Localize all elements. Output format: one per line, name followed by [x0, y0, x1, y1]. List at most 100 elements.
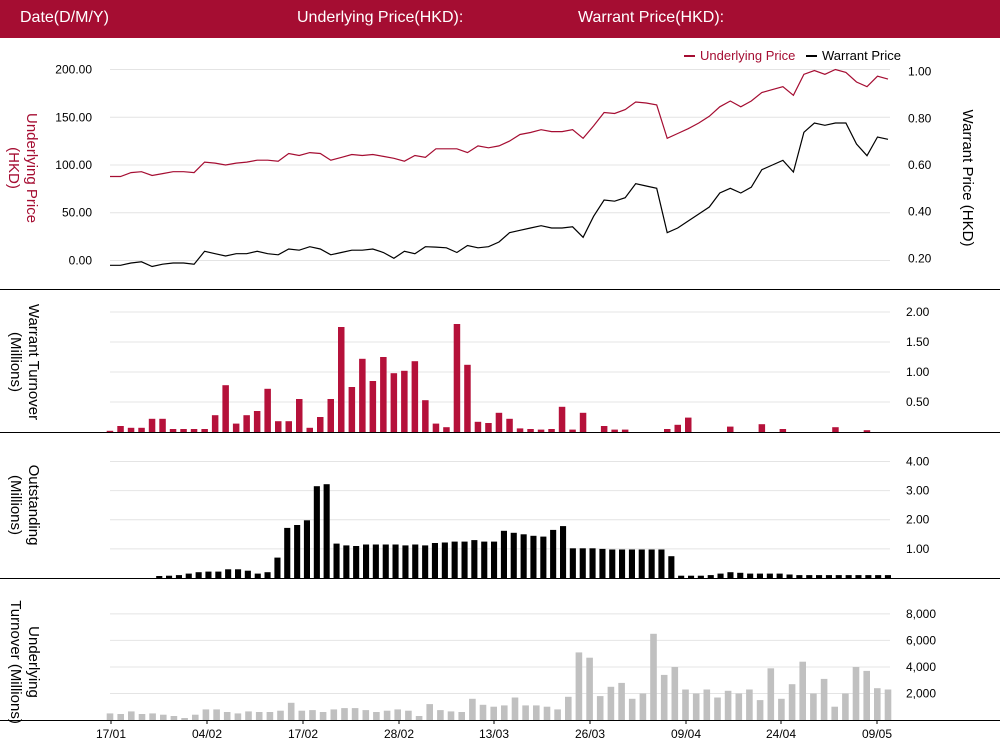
underlying-turnover-bar — [596, 696, 604, 720]
warrant-turnover-bar — [485, 423, 492, 432]
y-tick-label: 2.00 — [906, 305, 930, 319]
warrant-turnover-bar — [727, 426, 734, 432]
underlying-turnover-bar — [533, 705, 540, 720]
outstanding-bar — [628, 549, 635, 578]
underlying-turnover-bar — [660, 674, 668, 720]
underlying-turnover-bar — [266, 712, 274, 720]
underlying-turnover-bar — [692, 693, 700, 720]
outstanding-bar — [835, 575, 842, 578]
underlying-turnover-bar — [149, 713, 156, 720]
warrant-turnover-bar — [327, 399, 334, 432]
underlying-turnover-bar — [426, 704, 433, 720]
underlying-turnover-bar — [383, 710, 391, 720]
header-bar: Date(D/M/Y) Underlying Price(HKD): Warra… — [0, 0, 1000, 38]
outstanding-bar — [303, 520, 310, 578]
outstanding-bar — [274, 557, 281, 578]
underlying-turnover-bar — [479, 704, 487, 721]
outstanding-bar — [845, 575, 852, 578]
y-axis-left-title-line: (HKD) — [5, 147, 22, 189]
underlying-turnover-bar — [735, 693, 743, 720]
underlying-turnover-bar — [287, 702, 295, 720]
y-tick-label: 6,000 — [906, 633, 936, 647]
outstanding-bar — [264, 572, 271, 578]
warrant-turnover-bar — [296, 399, 303, 432]
outstanding-bar — [313, 486, 320, 578]
warrant-turnover-bar — [180, 429, 187, 432]
underlying-turnover-bar — [575, 652, 583, 720]
warrant-turnover-bar — [380, 357, 387, 432]
y-tick-right-label: 1.00 — [908, 65, 932, 79]
warrant-turnover-bar — [464, 364, 471, 432]
underlying-turnover-bar — [639, 693, 647, 720]
y-tick-label: 1.00 — [906, 542, 930, 556]
outstanding-bar — [402, 545, 409, 578]
outstanding-bar — [323, 484, 330, 578]
underlying-turnover-bar — [394, 709, 401, 720]
underlying-turnover-bar — [437, 710, 444, 720]
outstanding-bar — [195, 572, 202, 578]
warrant-turnover-bar — [537, 429, 545, 432]
underlying-turnover-bar — [490, 706, 497, 720]
underlying-turnover-bar — [405, 710, 412, 720]
warrant-turnover-bar — [401, 370, 408, 432]
outstanding-bar — [392, 544, 399, 578]
y-tick-label: 0.50 — [906, 395, 930, 409]
warrant-turnover-bar — [832, 427, 839, 432]
outstanding-bar — [599, 548, 606, 578]
outstanding-bar — [747, 573, 754, 578]
outstanding-bar — [451, 541, 458, 578]
underlying-price-label: Underlying Price(HKD): — [297, 9, 464, 26]
warrant-turnover-bar — [611, 429, 618, 432]
date-label: Date(D/M/Y) — [20, 9, 109, 26]
y-tick-label: 2.00 — [906, 513, 930, 527]
underlying-turnover-bar — [234, 713, 242, 720]
warrant-turnover-bar — [243, 415, 250, 432]
underlying-turnover-bar — [106, 713, 114, 720]
outstanding-bar — [884, 575, 891, 578]
warrant-turnover-bar — [338, 327, 345, 432]
warrant-turnover-bar — [600, 426, 608, 432]
underlying-turnover-bar — [202, 709, 210, 720]
y-axis-title-line: Outstanding — [25, 465, 42, 546]
underlying-turnover-bar — [501, 705, 508, 720]
y-tick-right-label: 0.20 — [908, 251, 932, 265]
y-tick-right-label: 0.40 — [908, 205, 932, 219]
underlying-turnover-bar — [831, 706, 838, 720]
y-tick-label: 4,000 — [906, 660, 936, 674]
y-tick-left-label: 150.00 — [55, 110, 92, 124]
x-tick-label: 24/04 — [766, 727, 796, 741]
outstanding-bar — [441, 542, 448, 578]
warrant-turnover-bar — [779, 429, 787, 432]
outstanding-bar — [756, 573, 763, 578]
y-axis-title-line: Underlying — [25, 626, 42, 698]
outstanding-bar — [540, 536, 547, 578]
underlying-turnover-bar — [628, 698, 636, 720]
underlying-turnover-bar — [682, 689, 689, 720]
legend-label-warrant: Warrant Price — [822, 48, 901, 63]
x-tick-label: 26/03 — [575, 727, 605, 741]
outstanding-bar — [175, 575, 182, 578]
y-tick-label: 1.00 — [906, 365, 930, 379]
warrant-turnover-bar — [106, 430, 114, 433]
outstanding-bar — [727, 572, 734, 578]
outstanding-bar — [875, 575, 882, 578]
warrant-turnover-bar — [138, 427, 145, 432]
y-axis-title-line: Turnover (Millions) — [7, 600, 24, 724]
underlying-turnover-bar — [181, 718, 188, 720]
outstanding-bar — [235, 569, 242, 578]
outstanding-bar — [205, 571, 212, 578]
underlying-turnover-bar — [788, 684, 796, 720]
y-tick-label: 8,000 — [906, 607, 936, 621]
x-tick-label: 04/02 — [192, 727, 222, 741]
outstanding-bar — [294, 525, 301, 578]
warrant-turnover-bar — [579, 412, 587, 432]
y-tick-left-label: 0.00 — [69, 253, 93, 267]
x-tick-label: 09/04 — [671, 727, 701, 741]
outstanding-bar — [254, 573, 261, 578]
warrant-turnover-bar — [495, 412, 503, 432]
outstanding-bar — [806, 575, 813, 578]
underlying-turnover-bar — [213, 709, 220, 720]
warrant-turnover-bar — [569, 429, 576, 432]
outstanding-bar — [500, 530, 507, 578]
